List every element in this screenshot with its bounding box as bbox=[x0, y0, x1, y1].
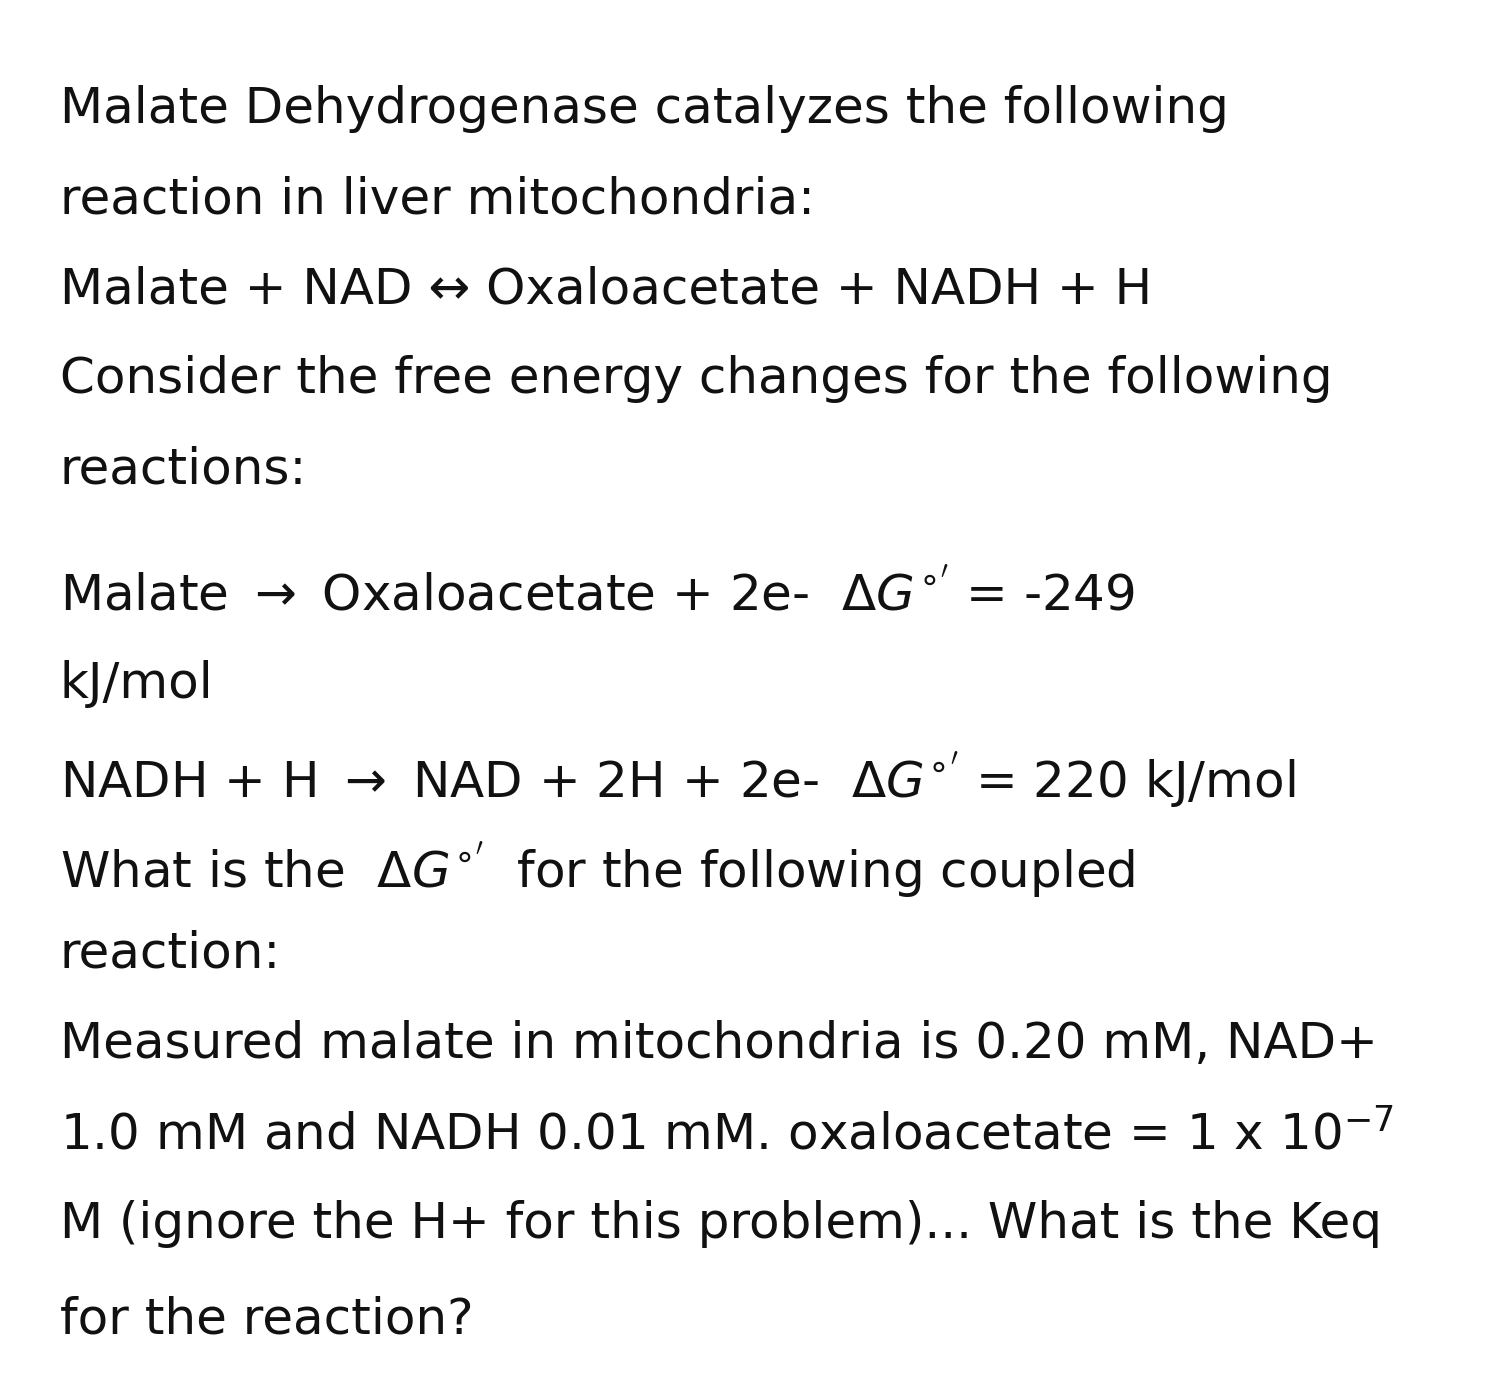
Text: for the reaction?: for the reaction? bbox=[60, 1295, 474, 1343]
Text: NADH + H $\rightarrow$ NAD + 2H + 2e-  $\Delta G^{\circ'}$ = 220 kJ/mol: NADH + H $\rightarrow$ NAD + 2H + 2e- $\… bbox=[60, 750, 1296, 810]
Text: reaction:: reaction: bbox=[60, 930, 282, 979]
Text: reaction in liver mitochondria:: reaction in liver mitochondria: bbox=[60, 175, 814, 223]
Text: Malate $\rightarrow$ Oxaloacetate + 2e-  $\Delta G^{\circ'}$ = -249: Malate $\rightarrow$ Oxaloacetate + 2e- … bbox=[60, 569, 1136, 621]
Text: kJ/mol: kJ/mol bbox=[60, 660, 213, 709]
Text: Malate + NAD ↔ Oxaloacetate + NADH + H: Malate + NAD ↔ Oxaloacetate + NADH + H bbox=[60, 264, 1152, 313]
Text: Malate Dehydrogenase catalyzes the following: Malate Dehydrogenase catalyzes the follo… bbox=[60, 85, 1228, 134]
Text: reactions:: reactions: bbox=[60, 445, 308, 493]
Text: What is the  $\Delta G^{\circ'}$  for the following coupled: What is the $\Delta G^{\circ'}$ for the … bbox=[60, 839, 1136, 901]
Text: M (ignore the H+ for this problem)... What is the Keq: M (ignore the H+ for this problem)... Wh… bbox=[60, 1200, 1382, 1249]
Text: Consider the free energy changes for the following: Consider the free energy changes for the… bbox=[60, 355, 1332, 404]
Text: Measured malate in mitochondria is 0.20 mM, NAD+: Measured malate in mitochondria is 0.20 … bbox=[60, 1020, 1378, 1068]
Text: 1.0 mM and NADH 0.01 mM. oxaloacetate = 1 x 10$^{-7}$: 1.0 mM and NADH 0.01 mM. oxaloacetate = … bbox=[60, 1109, 1394, 1160]
